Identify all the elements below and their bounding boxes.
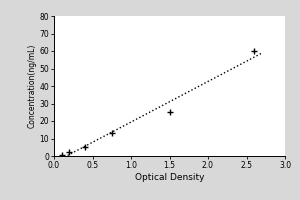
Y-axis label: Concentration(ng/mL): Concentration(ng/mL) [28, 44, 37, 128]
X-axis label: Optical Density: Optical Density [135, 173, 204, 182]
